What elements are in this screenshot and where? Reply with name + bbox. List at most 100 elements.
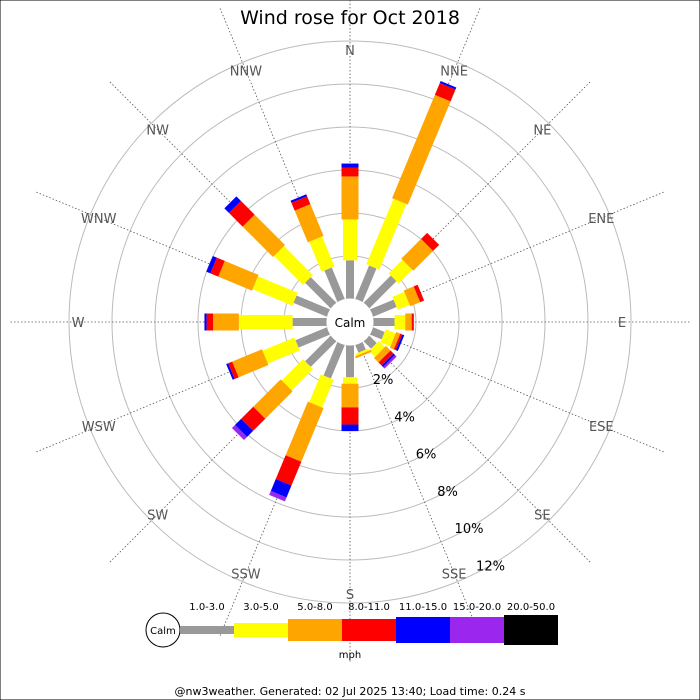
legend-label-3.0-5.0: 3.0-5.0 xyxy=(243,602,278,613)
bar-ssw-3.0-5.0 xyxy=(309,374,334,408)
legend-swatch-11.0-15.0 xyxy=(396,617,450,643)
spoke-sse xyxy=(358,343,481,637)
bar-s-8.0-11.0 xyxy=(341,407,359,425)
footer-text: @nw3weather. Generated: 02 Jul 2025 13:4… xyxy=(175,685,526,698)
bar-n-11.0-15.0 xyxy=(341,163,359,168)
spoke-ese xyxy=(371,330,665,453)
bar-se-15.0-20.0 xyxy=(383,355,397,369)
direction-label-e: E xyxy=(618,316,626,331)
legend-units: mph xyxy=(339,650,361,661)
bar-ese-8.0-11.0 xyxy=(393,333,403,351)
bar-nne-3.0-5.0 xyxy=(366,198,407,270)
bar-ne-5.0-8.0 xyxy=(401,238,434,271)
bar-w-3.0-5.0 xyxy=(238,315,293,329)
bar-ene-5.0-8.0 xyxy=(403,286,421,307)
ring-label-6: 12% xyxy=(476,559,505,574)
bar-e-3.0-5.0 xyxy=(394,315,406,329)
bar-nw-1.0-3.0 xyxy=(305,277,337,309)
bar-ssw-11.0-15.0 xyxy=(270,479,292,498)
bar-se-3.0-5.0 xyxy=(368,340,385,357)
ring-labels: 2% 4% 6% 8% 10% 12% xyxy=(373,373,505,574)
ring-label-2: 4% xyxy=(394,410,415,425)
direction-label-nnw: NNW xyxy=(230,65,262,80)
bar-s-1.0-3.0 xyxy=(346,345,354,378)
bar-sw-5.0-8.0 xyxy=(253,379,293,419)
bar-ese-3.0-5.0 xyxy=(380,329,396,347)
bar-e-5.0-8.0 xyxy=(405,313,412,331)
bar-nnw-8.0-11.0 xyxy=(291,196,311,211)
direction-label-wsw: WSW xyxy=(82,420,116,435)
bar-ne-3.0-5.0 xyxy=(388,259,413,284)
bar-wnw-8.0-11.0 xyxy=(210,257,225,277)
legend-swatch-15.0-20.0 xyxy=(450,617,504,643)
bar-n-5.0-8.0 xyxy=(341,176,359,220)
bar-ene-1.0-3.0 xyxy=(369,299,397,317)
legend: Calm 1.0-3.0 3.0-5.0 5.0-8.0 8.0-11.0 11.0-15… xyxy=(145,602,558,661)
bar-wsw-3.0-5.0 xyxy=(262,337,300,364)
direction-label-nne: NNE xyxy=(440,65,468,80)
bar-nw-5.0-8.0 xyxy=(242,214,286,258)
bar-wnw-1.0-3.0 xyxy=(293,295,331,317)
bar-sw-11.0-15.0 xyxy=(234,418,254,438)
bar-ssw-5.0-8.0 xyxy=(285,401,324,462)
bar-ese-11.0-15.0 xyxy=(395,334,405,351)
direction-labels: N NNE NE ENE E ESE SE SSE S SSW SW WSW W WNW NW NNW xyxy=(72,44,627,603)
direction-label-n: N xyxy=(345,44,355,59)
legend-calm-label: Calm xyxy=(150,626,176,637)
legend-swatch-3.0-5.0 xyxy=(234,623,288,637)
bar-s-5.0-8.0 xyxy=(341,383,359,408)
calm-circle xyxy=(326,298,374,346)
bar-n-1.0-3.0 xyxy=(346,260,354,299)
legend-label-8.0-11.0: 8.0-11.0 xyxy=(348,602,390,613)
bar-wnw-11.0-15.0 xyxy=(206,255,217,274)
bar-ne-1.0-3.0 xyxy=(363,275,397,309)
bar-ese-5.0-8.0 xyxy=(389,331,401,350)
bar-nnw-3.0-5.0 xyxy=(309,236,335,272)
legend-swatch-1.0-3.0 xyxy=(180,626,234,634)
bar-nne-8.0-11.0 xyxy=(434,82,456,102)
bar-nw-8.0-11.0 xyxy=(228,200,255,227)
bar-sw-15.0-20.0 xyxy=(231,424,248,441)
bar-ene-3.0-5.0 xyxy=(392,291,410,310)
direction-label-sw: SW xyxy=(147,508,168,523)
direction-label-ssw: SSW xyxy=(231,567,261,582)
bar-se-5.0-8.0 xyxy=(373,345,391,363)
bar-nnw-5.0-8.0 xyxy=(294,204,324,243)
bar-wsw-1.0-3.0 xyxy=(295,327,331,348)
bar-nne-1.0-3.0 xyxy=(355,265,377,303)
legend-swatch-8.0-11.0 xyxy=(342,619,396,641)
bar-wsw-8.0-11.0 xyxy=(228,361,239,379)
ring-label-4: 8% xyxy=(437,485,458,500)
bar-sse-1.0-3.0 xyxy=(355,341,366,353)
ring-label-3: 6% xyxy=(416,448,437,463)
bar-ssw-8.0-11.0 xyxy=(275,455,302,486)
bar-nne-11.0-15.0 xyxy=(439,80,457,90)
ring-label-1: 2% xyxy=(373,373,394,388)
bar-se-8.0-11.0 xyxy=(378,350,394,366)
direction-label-nw: NW xyxy=(146,124,169,139)
legend-label-11.0-15.0: 11.0-15.0 xyxy=(399,602,447,613)
bar-wsw-11.0-15.0 xyxy=(226,363,235,380)
bar-w-5.0-8.0 xyxy=(213,313,239,331)
bar-se-1.0-3.0 xyxy=(363,335,377,349)
direction-label-ne: NE xyxy=(533,124,551,139)
bar-sw-8.0-11.0 xyxy=(241,406,266,431)
wind-bars xyxy=(204,80,457,502)
legend-label-20.0-50.0: 20.0-50.0 xyxy=(507,602,555,613)
grid-ring-6 xyxy=(68,40,632,604)
bar-ese-1.0-3.0 xyxy=(369,327,385,340)
bar-sw-3.0-5.0 xyxy=(281,359,313,391)
bar-e-8.0-11.0 xyxy=(411,313,414,331)
bar-nne-5.0-8.0 xyxy=(392,94,451,205)
bar-n-3.0-5.0 xyxy=(343,219,357,261)
legend-swatch-5.0-8.0 xyxy=(288,619,342,641)
calm-label: Calm xyxy=(335,316,366,330)
bar-wsw-5.0-8.0 xyxy=(232,349,269,378)
direction-label-se: SE xyxy=(534,508,550,523)
bar-nw-11.0-15.0 xyxy=(224,196,241,213)
bar-w-8.0-11.0 xyxy=(206,313,214,331)
bar-nnw-1.0-3.0 xyxy=(324,267,345,303)
bar-s-11.0-15.0 xyxy=(341,424,359,431)
bar-nnw-11.0-15.0 xyxy=(290,194,308,203)
bar-n-8.0-11.0 xyxy=(341,167,359,177)
